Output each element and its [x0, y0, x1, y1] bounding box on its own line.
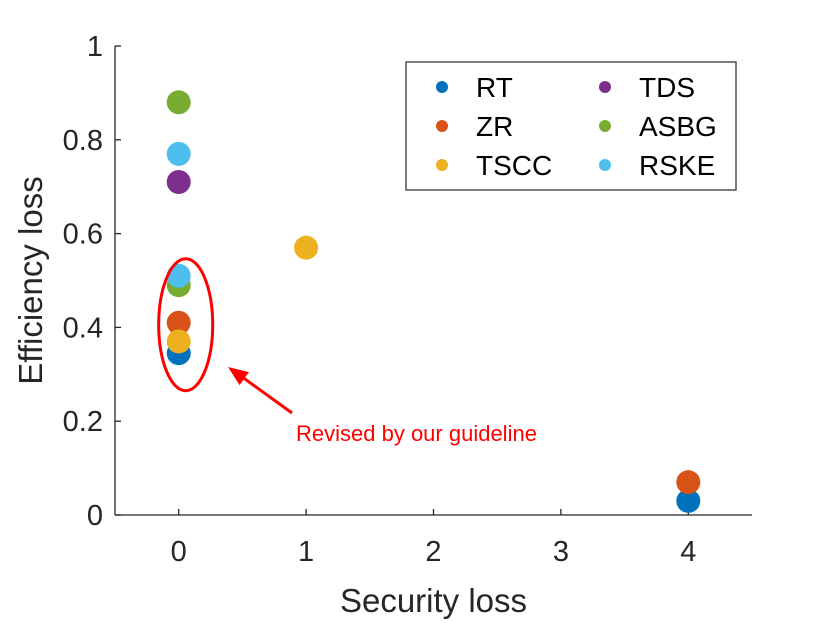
y-tick-label: 1	[87, 31, 103, 63]
annotation: Revised by our guideline	[157, 257, 537, 446]
x-tick-label: 0	[171, 536, 187, 568]
legend-label-tscc: TSCC	[476, 150, 552, 181]
point-tscc	[294, 235, 319, 260]
y-tick-label: 0.4	[63, 312, 103, 344]
legend-label-asbg: ASBG	[639, 111, 717, 142]
point-zr	[166, 310, 191, 335]
legend-marker-zr	[436, 120, 448, 132]
x-tick-label: 3	[553, 536, 569, 568]
legend-marker-tscc	[436, 159, 448, 171]
point-tds	[166, 170, 191, 195]
legend-marker-rske	[599, 159, 611, 171]
x-tick-label: 2	[425, 536, 441, 568]
legend-box	[405, 61, 737, 191]
annotation-arrow-head	[228, 367, 249, 386]
annotation-ellipse	[157, 257, 215, 393]
y-tick-label: 0	[87, 500, 103, 532]
x-axis-label: Security loss	[340, 582, 527, 619]
annotation-text: Revised by our guideline	[296, 421, 537, 446]
x-tick-label: 1	[298, 536, 314, 568]
y-tick-label: 0.8	[63, 125, 103, 157]
point-tscc	[166, 329, 191, 354]
legend-marker-rt	[436, 81, 448, 93]
point-rske	[166, 263, 191, 288]
y-axis-ticks: 0 0.2 0.4 0.6 0.8 1	[63, 31, 121, 532]
legend-label-tds: TDS	[639, 72, 695, 103]
point-rt	[676, 488, 701, 513]
point-rske	[166, 141, 191, 166]
legend-label-rt: RT	[476, 72, 513, 103]
x-axis-ticks: 0 1 2 3 4	[171, 509, 696, 568]
annotation-arrow-line	[237, 372, 293, 415]
legend-label-rske: RSKE	[639, 150, 715, 181]
legend-label-zr: ZR	[476, 111, 513, 142]
legend-marker-asbg	[599, 120, 611, 132]
x-tick-label: 4	[680, 536, 696, 568]
data-points	[166, 90, 701, 513]
y-tick-label: 0.2	[63, 406, 103, 438]
legend: RT ZR TSCC TDS ASBG RSKE	[405, 61, 737, 191]
y-tick-label: 0.6	[63, 219, 103, 251]
point-asbg	[166, 90, 191, 115]
legend-marker-tds	[599, 81, 611, 93]
y-axis-label: Efficiency loss	[12, 176, 49, 384]
point-zr	[676, 470, 701, 495]
